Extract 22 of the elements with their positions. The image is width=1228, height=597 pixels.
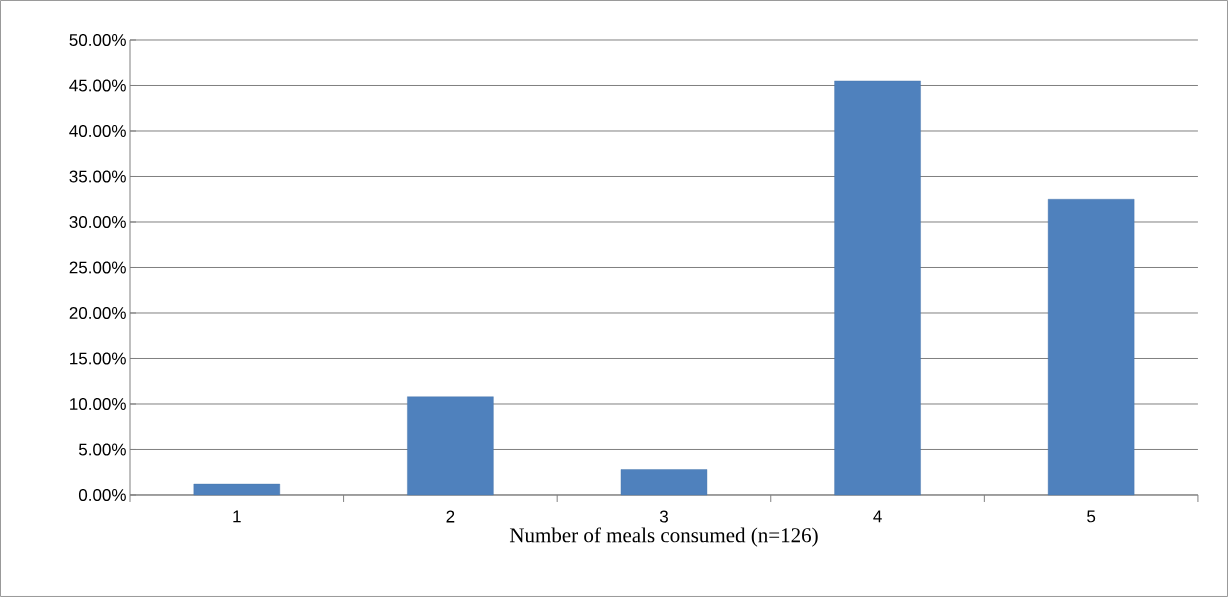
y-tick-label: 50.00% — [69, 33, 126, 47]
bar — [193, 483, 280, 496]
x-axis-title: Number of meals consumed (n=126) — [509, 527, 818, 547]
bar — [1047, 199, 1135, 496]
bar — [407, 396, 494, 496]
x-tick-label: 3 — [659, 510, 668, 523]
x-tick-label: 5 — [1087, 510, 1096, 523]
y-tick-label: 5.00% — [78, 443, 126, 456]
x-tick-label: 2 — [446, 510, 455, 523]
y-tick-label: 40.00% — [69, 124, 126, 138]
bar — [620, 469, 708, 496]
bar — [834, 80, 921, 496]
y-tick-label: 30.00% — [69, 215, 126, 229]
y-tick-label: 15.00% — [70, 352, 126, 365]
y-tick-label: 45.00% — [69, 79, 126, 92]
y-tick-label: 10.00% — [70, 397, 126, 411]
y-tick-label: 20.00% — [69, 306, 126, 320]
y-tick-label: 25.00% — [69, 261, 126, 274]
x-tick-label: 1 — [233, 510, 241, 523]
x-tick-label: 4 — [873, 510, 882, 523]
y-tick-label: 35.00% — [69, 170, 126, 183]
y-tick-label: 0.00% — [78, 488, 126, 502]
